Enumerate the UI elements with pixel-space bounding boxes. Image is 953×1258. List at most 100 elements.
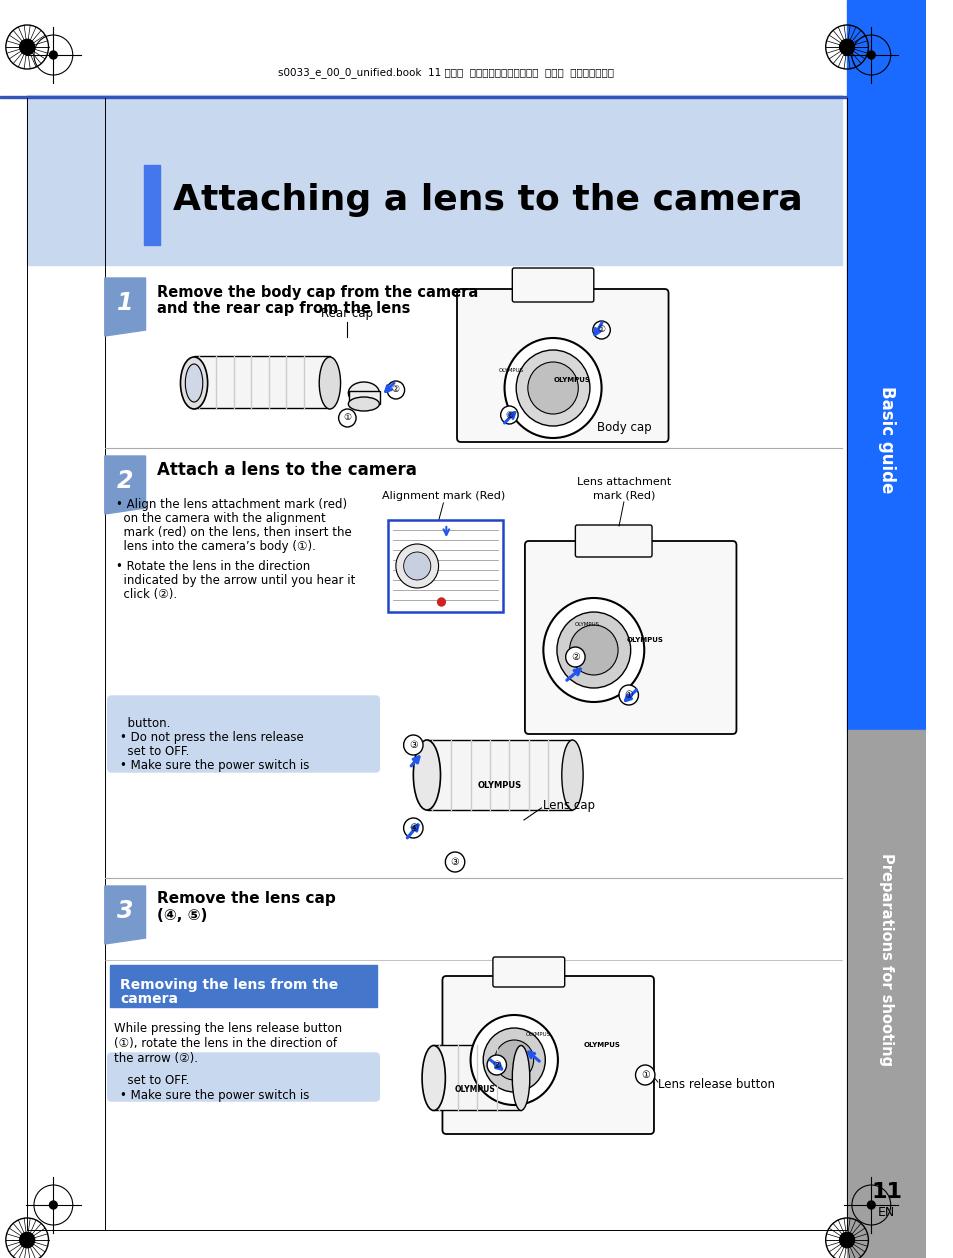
Circle shape <box>482 1028 545 1092</box>
Circle shape <box>866 1201 874 1209</box>
Text: Removing the lens from the: Removing the lens from the <box>120 977 338 993</box>
Circle shape <box>445 852 464 872</box>
Bar <box>144 165 160 245</box>
Text: ①: ① <box>640 1071 649 1081</box>
FancyBboxPatch shape <box>524 541 736 733</box>
Text: ①: ① <box>343 414 351 423</box>
FancyBboxPatch shape <box>110 965 377 1006</box>
Text: set to OFF.: set to OFF. <box>120 1074 190 1087</box>
Circle shape <box>565 647 584 667</box>
Text: Preparations for shooting: Preparations for shooting <box>879 853 893 1067</box>
Text: ②: ② <box>492 1060 500 1071</box>
Text: Remove the lens cap: Remove the lens cap <box>157 892 335 907</box>
Text: mark (red) on the lens, then insert the: mark (red) on the lens, then insert the <box>116 526 352 538</box>
Bar <box>388 520 502 611</box>
Ellipse shape <box>185 364 203 403</box>
Circle shape <box>338 409 355 426</box>
Text: on the camera with the alignment: on the camera with the alignment <box>116 512 326 525</box>
Circle shape <box>635 1066 655 1084</box>
Text: Attaching a lens to the camera: Attaching a lens to the camera <box>172 182 801 216</box>
Circle shape <box>20 1233 34 1248</box>
FancyBboxPatch shape <box>493 957 564 988</box>
Text: ③: ③ <box>409 740 417 750</box>
Text: Lens release button: Lens release button <box>658 1078 774 1092</box>
FancyBboxPatch shape <box>108 1053 379 1101</box>
Circle shape <box>500 406 517 424</box>
Text: lens into the camera’s body (①).: lens into the camera’s body (①). <box>116 540 316 554</box>
Circle shape <box>839 1233 854 1248</box>
Ellipse shape <box>348 382 379 404</box>
Bar <box>193 356 330 408</box>
Text: Remove the body cap from the camera: Remove the body cap from the camera <box>157 284 478 299</box>
Text: Rear cap: Rear cap <box>321 307 373 321</box>
Circle shape <box>487 1055 506 1076</box>
Circle shape <box>470 1015 558 1105</box>
Ellipse shape <box>421 1045 445 1111</box>
Text: s0033_e_00_0_unified.book  11 ページ  ２０１０年１１月１６日  火曜日  午後５時２４分: s0033_e_00_0_unified.book 11 ページ ２０１０年１１… <box>278 68 614 78</box>
Circle shape <box>437 598 445 606</box>
Text: • Rotate the lens in the direction: • Rotate the lens in the direction <box>116 560 311 572</box>
Text: 3: 3 <box>117 899 133 923</box>
Text: camera: camera <box>120 993 178 1006</box>
Text: button.: button. <box>120 717 171 730</box>
Circle shape <box>516 350 589 426</box>
Ellipse shape <box>413 740 440 810</box>
Circle shape <box>403 735 422 755</box>
Ellipse shape <box>180 357 208 409</box>
FancyBboxPatch shape <box>512 268 593 302</box>
Bar <box>27 96 841 265</box>
FancyBboxPatch shape <box>456 289 668 442</box>
Text: indicated by the arrow until you hear it: indicated by the arrow until you hear it <box>116 574 355 587</box>
Text: • Do not press the lens release: • Do not press the lens release <box>120 731 304 743</box>
Text: Lens cap: Lens cap <box>543 799 595 811</box>
Text: ①: ① <box>623 689 633 699</box>
Circle shape <box>527 362 578 414</box>
Circle shape <box>50 52 57 59</box>
Text: 11: 11 <box>870 1183 902 1201</box>
Circle shape <box>395 543 438 587</box>
Text: OLYMPUS: OLYMPUS <box>626 637 663 643</box>
Circle shape <box>569 625 618 676</box>
Text: Attach a lens to the camera: Attach a lens to the camera <box>157 460 416 479</box>
Text: ③: ③ <box>450 857 459 867</box>
Text: mark (Red): mark (Red) <box>592 491 655 499</box>
FancyBboxPatch shape <box>442 976 654 1133</box>
Circle shape <box>618 686 638 704</box>
Text: (④, ⑤): (④, ⑤) <box>157 908 208 923</box>
Text: OLYMPUS: OLYMPUS <box>582 1042 619 1048</box>
Bar <box>0 96 846 98</box>
Text: OLYMPUS: OLYMPUS <box>455 1086 496 1094</box>
Text: Lens attachment: Lens attachment <box>577 477 670 487</box>
Circle shape <box>504 338 601 438</box>
Polygon shape <box>105 455 146 515</box>
Text: ④: ④ <box>409 823 417 833</box>
Text: OLYMPUS: OLYMPUS <box>554 377 590 382</box>
FancyBboxPatch shape <box>108 696 379 772</box>
FancyBboxPatch shape <box>575 525 651 557</box>
Circle shape <box>495 1040 533 1081</box>
Text: ①: ① <box>597 326 605 335</box>
Text: EN: EN <box>878 1206 895 1219</box>
Circle shape <box>403 818 422 838</box>
Circle shape <box>20 39 34 54</box>
Ellipse shape <box>561 740 582 810</box>
Ellipse shape <box>348 398 379 411</box>
Bar <box>846 0 924 730</box>
Circle shape <box>866 52 874 59</box>
Text: and the rear cap from the lens: and the rear cap from the lens <box>157 301 410 316</box>
Text: click (②).: click (②). <box>116 587 177 601</box>
Text: ②: ② <box>392 385 399 395</box>
Text: • Make sure the power switch is: • Make sure the power switch is <box>120 759 310 772</box>
Text: Body cap: Body cap <box>596 421 651 434</box>
Text: ②: ② <box>571 652 579 662</box>
Bar <box>846 730 924 1258</box>
Circle shape <box>387 381 404 399</box>
Circle shape <box>50 1201 57 1209</box>
Text: • Make sure the power switch is: • Make sure the power switch is <box>120 1089 310 1102</box>
Bar <box>427 740 572 810</box>
Circle shape <box>403 552 431 580</box>
Text: • Align the lens attachment mark (red): • Align the lens attachment mark (red) <box>116 498 347 511</box>
Polygon shape <box>105 886 146 944</box>
Text: 2: 2 <box>117 469 133 493</box>
Text: While pressing the lens release button: While pressing the lens release button <box>113 1021 341 1035</box>
